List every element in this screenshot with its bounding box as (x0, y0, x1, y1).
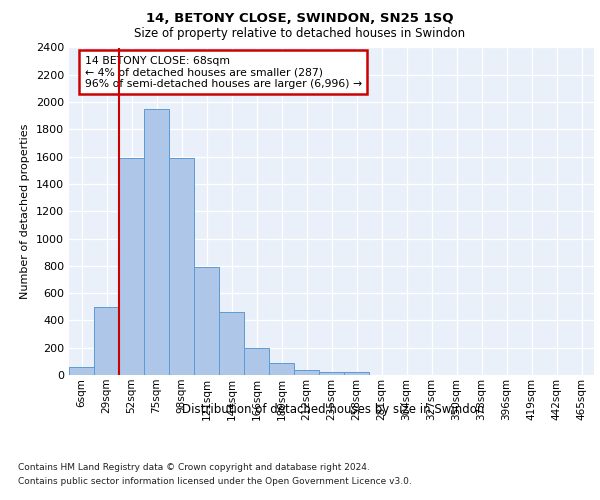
Y-axis label: Number of detached properties: Number of detached properties (20, 124, 31, 299)
Bar (194, 267, 219, 375)
Text: Distribution of detached houses by size in Swindon: Distribution of detached houses by size … (182, 402, 484, 415)
Bar (244, 348, 269, 375)
Bar (119, 158, 144, 375)
Text: Contains public sector information licensed under the Open Government Licence v3: Contains public sector information licen… (18, 477, 412, 486)
Bar (169, 158, 194, 375)
Text: Contains HM Land Registry data © Crown copyright and database right 2024.: Contains HM Land Registry data © Crown c… (18, 464, 370, 472)
Text: 14 BETONY CLOSE: 68sqm
← 4% of detached houses are smaller (287)
96% of semi-det: 14 BETONY CLOSE: 68sqm ← 4% of detached … (85, 56, 362, 89)
Bar (344, 372, 369, 375)
Bar (319, 372, 344, 375)
Text: Size of property relative to detached houses in Swindon: Size of property relative to detached ho… (134, 28, 466, 40)
Bar (294, 370, 319, 375)
Bar (144, 109, 169, 375)
Bar (69, 368, 94, 375)
Text: 14, BETONY CLOSE, SWINDON, SN25 1SQ: 14, BETONY CLOSE, SWINDON, SN25 1SQ (146, 12, 454, 26)
Bar (94, 307, 119, 375)
Bar (219, 312, 244, 375)
Bar (269, 362, 294, 375)
